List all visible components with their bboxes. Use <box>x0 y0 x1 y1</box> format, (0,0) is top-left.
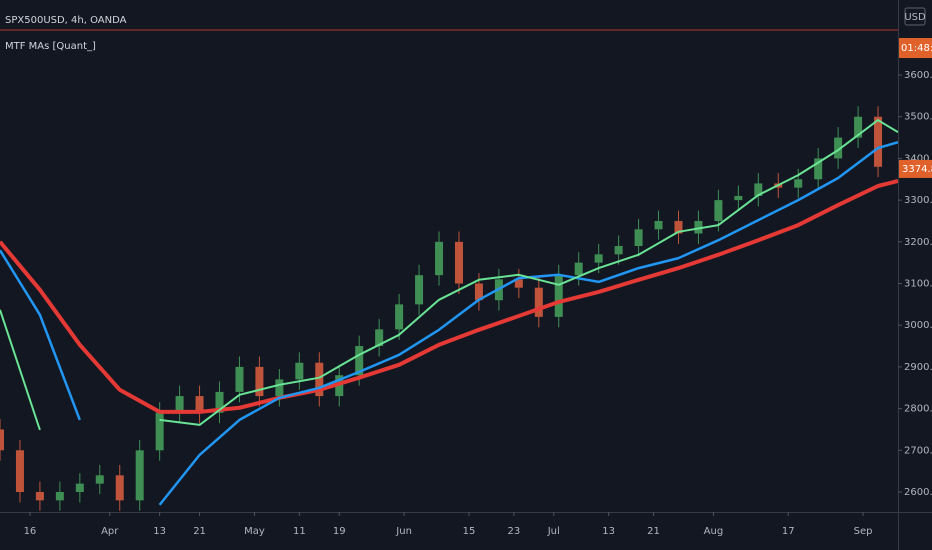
y-tick-label: 3400.0 <box>904 153 932 164</box>
candle-body <box>834 137 843 159</box>
y-tick-label: 2600.0 <box>904 487 932 498</box>
candle-body <box>215 391 224 413</box>
x-tick-label: 13 <box>602 526 615 537</box>
x-tick-label: 21 <box>647 526 660 537</box>
candle-body <box>554 275 563 317</box>
candle-body <box>454 241 463 284</box>
indicator-legend: MTF MAs [Quant_] <box>5 41 96 52</box>
x-tick-label: Sep <box>854 526 873 537</box>
candle-body <box>814 158 823 180</box>
candle-body <box>275 379 284 397</box>
price-box <box>899 159 932 178</box>
y-tick-label: 3500.0 <box>904 112 932 123</box>
candle-body <box>155 412 164 451</box>
candle-body <box>714 200 723 221</box>
countdown: 01:48:51 <box>901 43 932 54</box>
y-tick-label: 2700.0 <box>904 445 932 456</box>
candle-body <box>395 304 404 330</box>
candle-body <box>854 116 863 138</box>
x-tick-label: 11 <box>293 526 306 537</box>
y-tick-label: 3000.0 <box>904 320 932 331</box>
candle-body <box>15 450 24 492</box>
y-tick-label: 2900.0 <box>904 362 932 373</box>
currency-box[interactable] <box>904 7 926 26</box>
ma-line <box>0 140 898 506</box>
currency[interactable]: USD <box>904 12 926 23</box>
hline-box <box>899 38 932 59</box>
x-tick-label: Apr <box>101 526 119 537</box>
x-tick-label: 19 <box>333 526 346 537</box>
candle-body <box>734 195 743 201</box>
candle-body <box>355 346 364 376</box>
x-tick-label: Jun <box>395 526 412 537</box>
y-tick-label: 3200.0 <box>904 237 932 248</box>
x-tick-label: 13 <box>153 526 166 537</box>
candle-body <box>175 396 184 413</box>
ma-line <box>0 179 898 414</box>
current-price: 3374.8 <box>902 164 932 175</box>
candle-body <box>0 429 4 451</box>
candle-body <box>235 366 244 392</box>
y-tick-label: 3100.0 <box>904 279 932 290</box>
x-tick-label: 16 <box>24 526 37 537</box>
candle-body <box>435 241 444 276</box>
candle-body <box>95 475 104 484</box>
candle-body <box>315 362 324 397</box>
y-tick-label: 2800.0 <box>904 404 932 415</box>
y-tick-label: 3300.0 <box>904 195 932 206</box>
plot-area <box>0 106 898 511</box>
candle-body <box>674 220 683 234</box>
x-tick-label: May <box>244 526 265 537</box>
candle-body <box>35 491 44 501</box>
candle-body <box>135 450 144 501</box>
candle-body <box>415 275 424 305</box>
x-tick-label: 15 <box>463 526 476 537</box>
candle-body <box>694 220 703 234</box>
candle-body <box>614 245 623 255</box>
candle-body <box>115 475 124 501</box>
candle-body <box>594 254 603 263</box>
x-tick-label: 17 <box>782 526 795 537</box>
candle-body <box>574 262 583 276</box>
candle-body <box>195 396 204 413</box>
x-tick-label: 21 <box>193 526 206 537</box>
candle-body <box>634 229 643 246</box>
x-tick-label: 23 <box>507 526 520 537</box>
candle-body <box>754 183 763 196</box>
ma-line <box>0 119 898 431</box>
candle-body <box>295 362 304 380</box>
x-tick-label: Aug <box>704 526 724 537</box>
candle-body <box>55 491 64 501</box>
symbol-title: SPX500USD, 4h, OANDA <box>5 15 127 26</box>
candle-body <box>514 279 523 288</box>
candle-body <box>654 220 663 230</box>
candle-body <box>375 329 384 347</box>
y-tick-label: 3600.0 <box>904 70 932 81</box>
candle-body <box>474 283 483 301</box>
candle-body <box>874 116 883 167</box>
candle-body <box>255 366 264 397</box>
candle-body <box>794 179 803 188</box>
candle-body <box>75 483 84 492</box>
x-tick-label: Jul <box>547 526 560 537</box>
candle-body <box>534 287 543 317</box>
